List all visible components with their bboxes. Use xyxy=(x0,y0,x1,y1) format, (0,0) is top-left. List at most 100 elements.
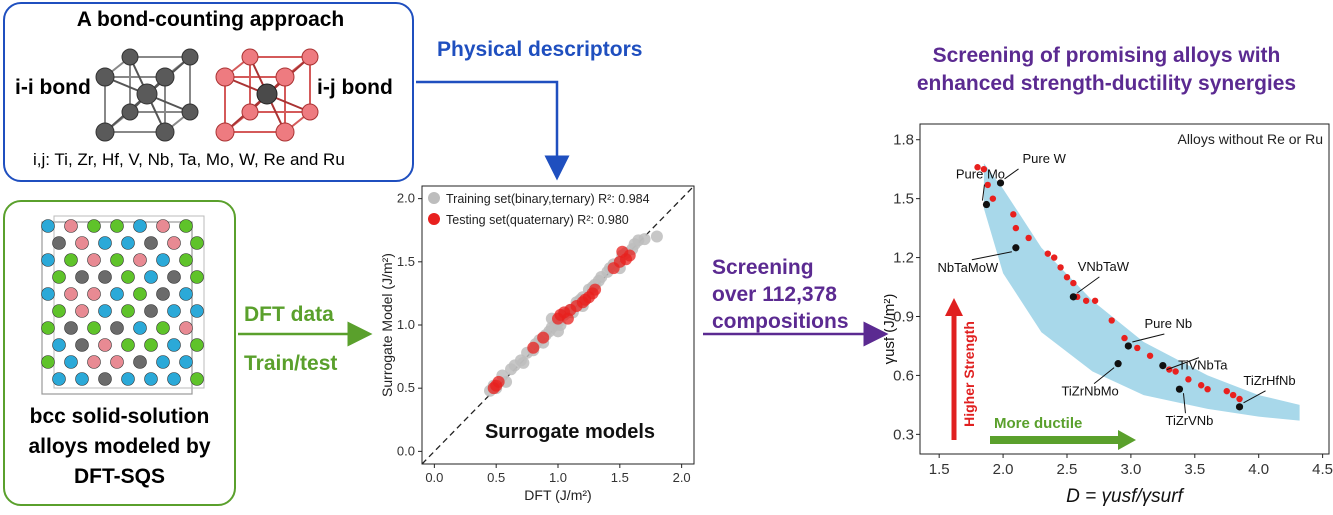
sqs-atom xyxy=(52,338,66,352)
annotation-box-label: Alloys without Re or Ru xyxy=(1177,131,1323,147)
screening-line-2: over 112,378 xyxy=(712,283,837,306)
screening-title-line-2: enhanced strength-ductility synergies xyxy=(916,72,1297,95)
promising-alloy-point xyxy=(1044,250,1052,257)
sqs-atom xyxy=(98,338,112,352)
promising-alloy-point xyxy=(1051,254,1058,261)
training-point xyxy=(517,356,530,369)
promising-alloy-point xyxy=(1229,391,1237,399)
sqs-atom xyxy=(64,321,78,335)
sqs-atom xyxy=(41,321,55,335)
alloy-label: TiZrHfNb xyxy=(1243,373,1295,388)
promising-alloy-point xyxy=(980,165,988,173)
alloy-pointer xyxy=(1243,390,1266,404)
sqs-atom xyxy=(156,287,170,301)
y-axis-label: γusf (J/m²) xyxy=(884,294,898,365)
elements-list: i,j: Ti, Zr, Hf, V, Nb, Ta, Mo, W, Re an… xyxy=(33,150,345,169)
alloy-pointer xyxy=(981,184,985,201)
bcc-sqs-panel: bcc solid-solution alloys modeled by DFT… xyxy=(3,200,236,506)
y-tick-label: 1.2 xyxy=(893,250,914,267)
x-axis-label: DFT (J/m²) xyxy=(524,487,591,503)
testing-point xyxy=(616,245,629,258)
sqs-atom xyxy=(144,236,158,250)
alloy-label: NbTaMoW xyxy=(938,260,999,275)
screening-line-1: Screening xyxy=(712,256,814,279)
sqs-atom xyxy=(98,270,112,284)
promising-alloy-point xyxy=(1172,368,1179,375)
sqs-atom xyxy=(110,253,124,267)
promising-alloy-point xyxy=(1108,317,1115,324)
y-tick-label: 1.5 xyxy=(893,191,914,208)
labeled-alloy-point xyxy=(1175,385,1184,393)
labeled-alloy-point xyxy=(996,179,1005,187)
alloy-pointer xyxy=(1182,393,1186,414)
testing-point xyxy=(589,283,602,296)
sqs-atom xyxy=(75,236,89,250)
y-tick-label: 0.0 xyxy=(397,443,415,458)
sqs-atom xyxy=(98,304,112,318)
y-tick-label: 0.9 xyxy=(893,309,914,326)
surrogate-chart: 0.0 0.5 1.0 1.5 2.0 0.0 0.5 1.0 1.5 2.0 DFT (J/m²)… xyxy=(379,185,695,503)
sqs-atom xyxy=(98,236,112,250)
testing-point xyxy=(537,331,550,344)
sqs-atom xyxy=(190,270,204,284)
chart-title: Surrogate models xyxy=(485,421,655,443)
promising-alloy-point xyxy=(1091,297,1099,304)
sqs-atom xyxy=(52,304,66,318)
y-tick-label: 0.5 xyxy=(397,380,415,395)
promising-alloy-point xyxy=(1082,297,1090,304)
promising-alloy-point xyxy=(984,181,991,189)
training-point xyxy=(638,233,651,246)
promising-alloy-point xyxy=(1146,352,1154,359)
sqs-atom xyxy=(190,338,204,352)
labeled-alloy-point xyxy=(1124,342,1132,350)
promising-alloy-point xyxy=(989,195,997,202)
sqs-atom xyxy=(75,304,89,318)
more-ductile-label: More ductile xyxy=(994,415,1082,432)
y-tick-label: 0.6 xyxy=(893,367,914,384)
promising-alloy-point xyxy=(1134,344,1141,352)
sqs-atom xyxy=(167,304,181,318)
legend-training-marker xyxy=(428,192,440,204)
alloy-pointer xyxy=(971,251,1012,261)
x-tick-label: 1.0 xyxy=(549,470,567,485)
sqs-atom xyxy=(87,287,101,301)
sqs-atom xyxy=(75,338,89,352)
sqs-atom xyxy=(133,355,147,369)
sqs-atom xyxy=(133,253,147,267)
promising-alloy-point xyxy=(1197,382,1205,389)
sqs-atom xyxy=(121,236,135,250)
dft-data-label: DFT data xyxy=(244,303,334,326)
promising-alloy-point xyxy=(1121,334,1128,342)
higher-strength-arrowhead xyxy=(945,298,963,316)
sqs-atom xyxy=(179,219,193,233)
x-tick-label: 3.0 xyxy=(1120,461,1141,478)
alloy-label: VNbTaW xyxy=(1078,259,1130,274)
sqs-atom xyxy=(41,253,55,267)
promising-alloy-point xyxy=(1204,385,1211,393)
train-test-label: Train/test xyxy=(244,352,338,375)
sqs-atom xyxy=(64,219,78,233)
labeled-alloy-point xyxy=(1069,293,1077,301)
sqs-atom xyxy=(110,219,124,233)
promising-alloy-point xyxy=(1012,224,1020,232)
sqs-atom xyxy=(179,287,193,301)
legend-testing-marker xyxy=(428,213,440,225)
sqs-atom xyxy=(52,372,66,386)
sqs-atom xyxy=(52,236,66,250)
y-tick-label: 2.0 xyxy=(397,191,415,206)
promising-alloy-point xyxy=(1010,211,1017,218)
x-tick-label: 2.0 xyxy=(673,470,691,485)
sqs-atom xyxy=(87,321,101,335)
sqs-atom xyxy=(167,338,181,352)
sqs-atom xyxy=(75,270,89,284)
legend-training-label: Training set(binary,ternary) R²: 0.984 xyxy=(446,192,650,206)
x-axis-label: D = γusf/γsurf xyxy=(1066,486,1184,507)
promising-alloy-point xyxy=(974,164,981,171)
promising-alloy-point xyxy=(1223,387,1230,395)
sqs-atom xyxy=(144,372,158,386)
sqs-atom xyxy=(179,321,193,335)
y-tick-label: 1.0 xyxy=(397,317,415,332)
bcc-caption-line-1: bcc solid-solution xyxy=(29,405,210,428)
surrogate-chart-frame: 0.0 0.5 1.0 1.5 2.0 0.0 0.5 1.0 1.5 2.0 DFT (J/m²)… xyxy=(370,178,700,510)
sqs-atom xyxy=(156,219,170,233)
